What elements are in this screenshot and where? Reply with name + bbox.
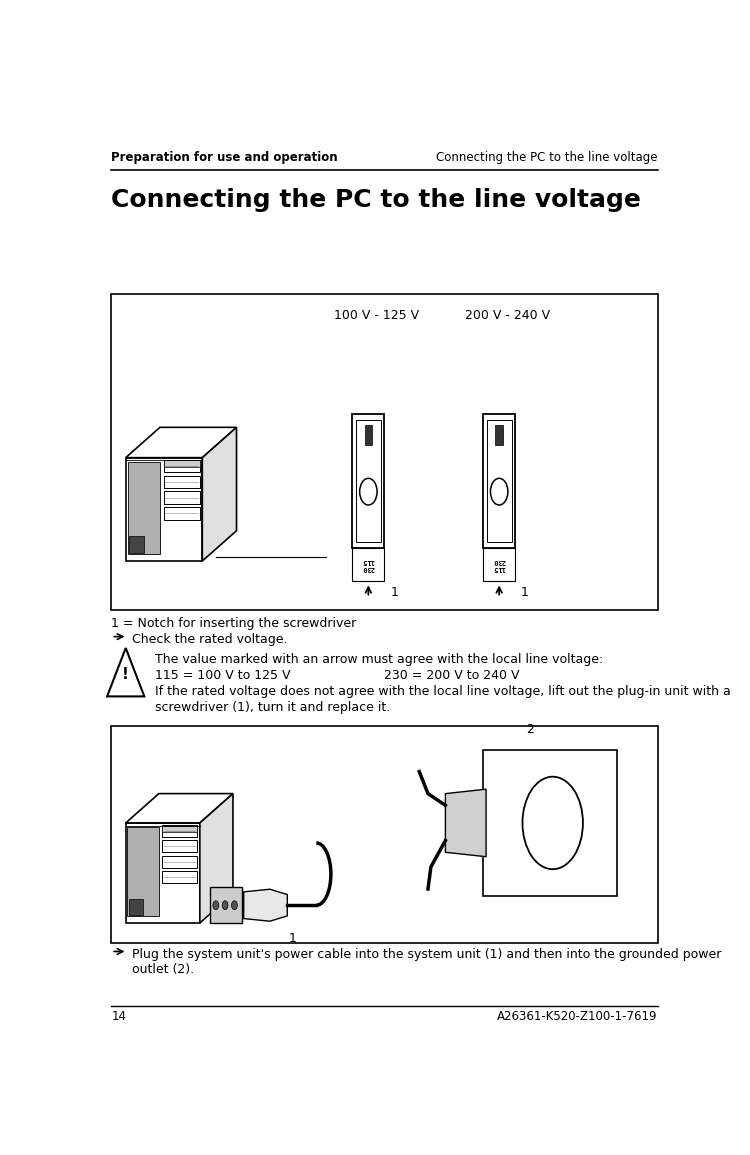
Text: Connecting the PC to the line voltage: Connecting the PC to the line voltage <box>111 187 641 211</box>
Polygon shape <box>162 826 197 833</box>
Polygon shape <box>352 547 384 581</box>
Text: The value marked with an arrow must agree with the local line voltage:: The value marked with an arrow must agre… <box>154 653 603 665</box>
Text: 1 = Notch for inserting the screwdriver: 1 = Notch for inserting the screwdriver <box>111 617 356 631</box>
Text: 2: 2 <box>526 723 534 736</box>
Bar <box>111 725 658 944</box>
Polygon shape <box>352 415 384 547</box>
Text: Check the rated voltage.: Check the rated voltage. <box>131 633 287 646</box>
Text: Connecting the PC to the line voltage: Connecting the PC to the line voltage <box>436 150 658 164</box>
Text: 100 V - 125 V: 100 V - 125 V <box>334 310 419 322</box>
Polygon shape <box>128 827 159 916</box>
Polygon shape <box>200 793 233 923</box>
Text: Preparation for use and operation: Preparation for use and operation <box>111 150 338 164</box>
Polygon shape <box>483 547 515 581</box>
Text: Plug the system unit's power cable into the system unit (1) and then into the gr: Plug the system unit's power cable into … <box>131 948 721 961</box>
Text: screwdriver (1), turn it and replace it.: screwdriver (1), turn it and replace it. <box>154 701 390 714</box>
Text: 230 = 200 V to 240 V: 230 = 200 V to 240 V <box>384 669 520 681</box>
Text: 230
115: 230 115 <box>362 558 375 571</box>
Text: 115 = 100 V to 125 V: 115 = 100 V to 125 V <box>154 669 290 681</box>
Polygon shape <box>202 427 236 561</box>
Circle shape <box>213 901 219 910</box>
Polygon shape <box>446 789 486 857</box>
Bar <box>111 295 658 610</box>
Text: 14: 14 <box>111 1011 126 1023</box>
Text: 200 V - 240 V: 200 V - 240 V <box>465 310 550 322</box>
Text: 1: 1 <box>390 587 398 599</box>
Polygon shape <box>210 887 242 923</box>
Text: If the rated voltage does not agree with the local line voltage, lift out the pl: If the rated voltage does not agree with… <box>154 685 730 698</box>
Polygon shape <box>129 536 144 553</box>
Polygon shape <box>129 899 143 915</box>
Polygon shape <box>164 461 200 468</box>
Text: 1: 1 <box>521 587 529 599</box>
Polygon shape <box>128 462 160 554</box>
Polygon shape <box>483 750 616 896</box>
Polygon shape <box>364 425 372 445</box>
Text: 115
230: 115 230 <box>493 558 506 571</box>
Circle shape <box>232 901 237 910</box>
Text: outlet (2).: outlet (2). <box>131 963 194 976</box>
Text: !: ! <box>122 668 129 683</box>
Circle shape <box>222 901 228 910</box>
Polygon shape <box>483 415 515 547</box>
Text: 1: 1 <box>289 932 297 945</box>
Polygon shape <box>244 889 287 922</box>
Text: A26361-K520-Z100-1-7619: A26361-K520-Z100-1-7619 <box>497 1011 658 1023</box>
Polygon shape <box>496 425 503 445</box>
